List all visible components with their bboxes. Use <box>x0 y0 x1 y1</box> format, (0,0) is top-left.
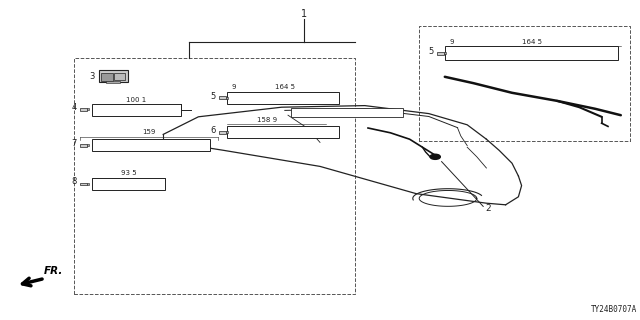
Text: 2: 2 <box>485 204 490 212</box>
Text: 158 9: 158 9 <box>257 116 277 123</box>
Text: 9: 9 <box>450 39 454 45</box>
Bar <box>99 70 128 82</box>
Text: TY24B0707A: TY24B0707A <box>591 305 637 314</box>
Bar <box>101 73 113 81</box>
Circle shape <box>430 154 440 159</box>
Text: 164 5: 164 5 <box>275 84 295 90</box>
Bar <box>92 104 181 116</box>
Text: 3: 3 <box>90 72 95 81</box>
Bar <box>106 81 120 83</box>
Text: 164 5: 164 5 <box>522 39 542 45</box>
Bar <box>92 178 165 190</box>
Bar <box>87 144 89 146</box>
Text: 93 5: 93 5 <box>120 170 136 176</box>
Bar <box>291 108 403 117</box>
Bar <box>226 131 228 133</box>
Bar <box>437 52 444 55</box>
Bar <box>80 182 87 186</box>
Bar <box>114 73 125 80</box>
Bar <box>444 52 446 54</box>
Bar <box>226 97 228 99</box>
Bar <box>80 144 87 147</box>
Bar <box>445 46 618 60</box>
Bar <box>87 108 89 110</box>
Bar <box>219 97 226 100</box>
Text: 6: 6 <box>211 126 216 135</box>
Bar <box>227 92 339 104</box>
Text: 7: 7 <box>72 139 77 148</box>
Text: 159: 159 <box>142 129 156 135</box>
Bar <box>92 139 210 151</box>
Text: 5: 5 <box>211 92 216 100</box>
Bar <box>80 108 87 110</box>
Text: FR.: FR. <box>44 266 63 276</box>
Bar <box>87 183 89 185</box>
Text: 8: 8 <box>72 177 77 186</box>
Text: 5: 5 <box>429 47 434 56</box>
Text: 9: 9 <box>232 84 236 90</box>
Text: 1: 1 <box>301 9 307 20</box>
Text: 4: 4 <box>72 103 77 112</box>
Text: 100 1: 100 1 <box>126 97 146 103</box>
Bar <box>219 131 226 134</box>
Bar <box>227 126 339 138</box>
